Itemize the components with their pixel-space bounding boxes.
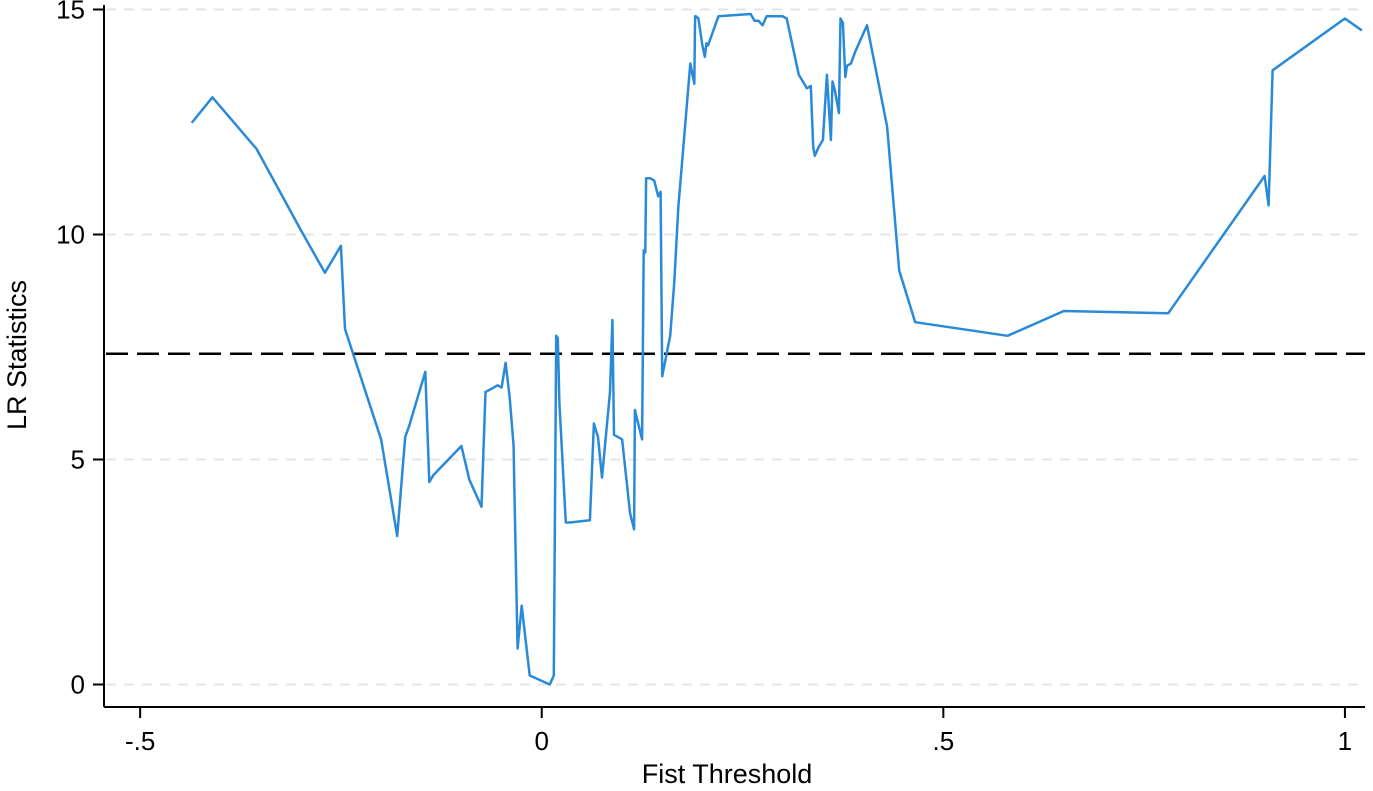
axes (103, 5, 1365, 708)
x-tick-label-1: 0 (535, 726, 549, 756)
series-layer (191, 12, 1363, 686)
y-tick-label-3: 15 (56, 0, 85, 25)
y-tick-label-1: 5 (71, 445, 85, 475)
x-tick-label-2: .5 (932, 726, 954, 756)
y-axis-ticks: 0 5 10 15 (56, 0, 104, 700)
y-tick-label-2: 10 (56, 220, 85, 250)
grid-lines (106, 8, 1365, 686)
x-tick-label-3: 1 (1338, 726, 1352, 756)
x-axis-ticks: -.5 0 .5 1 (125, 707, 1352, 756)
y-axis-title: LR Statistics (2, 280, 32, 430)
series-line-0 (191, 12, 1363, 686)
y-tick-label-0: 0 (71, 670, 85, 700)
x-tick-label-0: -.5 (125, 726, 155, 756)
x-axis-title: Fist Threshold (642, 759, 813, 789)
